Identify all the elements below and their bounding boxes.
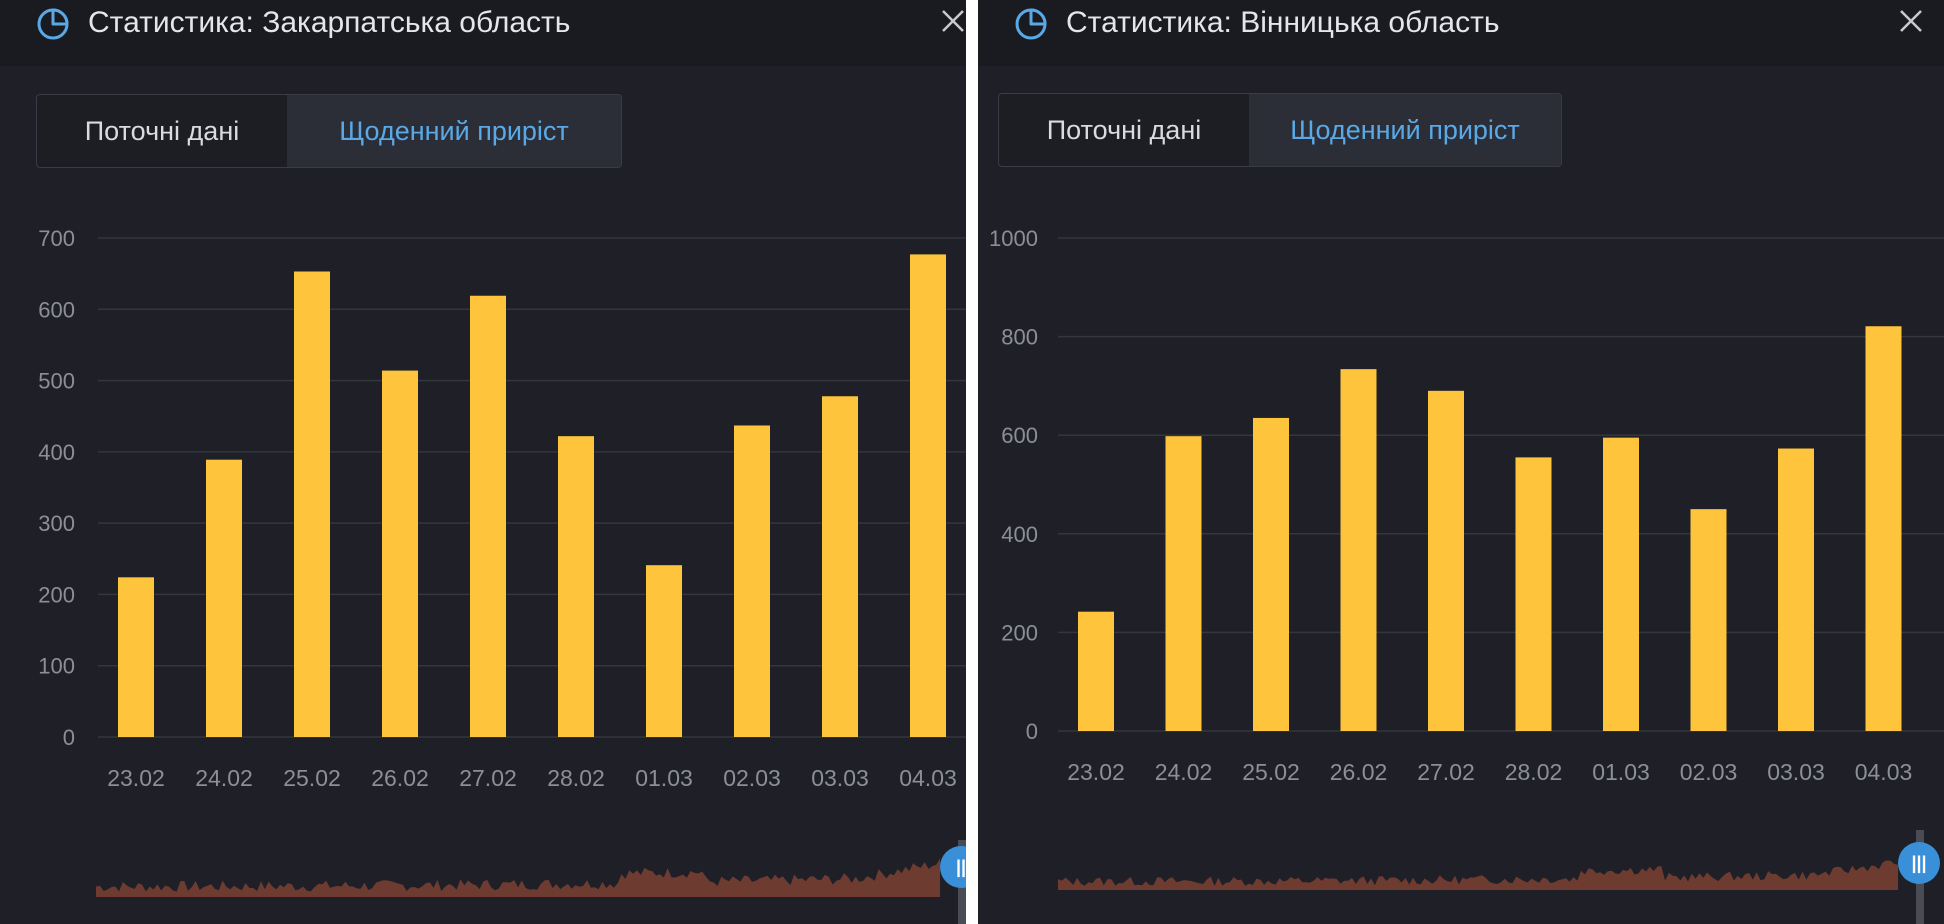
pie-chart-icon (37, 8, 69, 40)
navigator-overview-area[interactable] (96, 858, 940, 898)
bar[interactable] (1603, 437, 1639, 731)
bar[interactable] (558, 436, 594, 737)
tab-current-data[interactable]: Поточні дані (1046, 114, 1202, 145)
x-tick-label: 03.03 (1767, 759, 1825, 785)
close-icon[interactable] (1898, 8, 1924, 34)
y-tick-label: 0 (63, 725, 75, 750)
bar[interactable] (1078, 611, 1114, 731)
y-tick-label: 800 (1001, 325, 1038, 350)
panel-header: Статистика: Вінницька область (978, 0, 1944, 66)
stats-panel-zakarpattia: Статистика: Закарпатська область Поточні… (0, 0, 966, 924)
daily-increase-chart: 0 200 400 600 800 1000 23.02 24.02 25.02 26.02 27.… (989, 226, 1944, 891)
navigator-handle[interactable]: ||| (1898, 842, 1940, 884)
y-tick-label: 700 (38, 226, 75, 251)
bar[interactable] (1253, 417, 1289, 731)
bar[interactable] (382, 370, 418, 737)
tab-daily-increase[interactable]: Щоденний приріст (1249, 94, 1561, 166)
x-tick-label: 01.03 (1592, 759, 1650, 785)
x-tick-label: 02.03 (1680, 759, 1738, 785)
y-tick-label: 600 (38, 297, 75, 322)
bar[interactable] (1865, 326, 1902, 731)
y-tick-label: 300 (38, 511, 75, 536)
x-tick-label: 24.02 (195, 765, 253, 791)
x-tick-label: 28.02 (547, 765, 605, 791)
panel-title: Статистика: Вінницька область (1066, 6, 1500, 39)
bar[interactable] (1165, 436, 1202, 731)
x-tick-label: 27.02 (1417, 759, 1475, 785)
y-tick-label: 400 (38, 440, 75, 465)
bar[interactable] (118, 577, 154, 737)
y-tick-label: 400 (1001, 522, 1038, 547)
y-tick-label: 500 (38, 369, 75, 394)
bar[interactable] (646, 565, 682, 737)
bar[interactable] (206, 459, 242, 737)
tab-current-data[interactable]: Поточні дані (84, 115, 240, 146)
y-tick-label: 1000 (989, 226, 1038, 251)
y-tick-label: 200 (1001, 620, 1038, 645)
y-tick-label: 200 (38, 582, 75, 607)
panel-header: Статистика: Закарпатська область (0, 0, 966, 66)
x-tick-label: 04.03 (1855, 759, 1913, 785)
tab-daily-increase[interactable]: Щоденний приріст (287, 95, 621, 167)
navigator-handle[interactable]: || (940, 846, 966, 888)
bar[interactable] (470, 295, 506, 737)
bar[interactable] (734, 425, 770, 737)
x-tick-label: 01.03 (635, 765, 693, 791)
x-tick-label: 03.03 (811, 765, 869, 791)
bar[interactable] (822, 396, 858, 737)
x-tick-label: 27.02 (459, 765, 517, 791)
bar[interactable] (1690, 509, 1727, 731)
x-tick-label: 23.02 (1067, 759, 1125, 785)
x-tick-label: 02.03 (723, 765, 781, 791)
daily-increase-chart: 0 100 200 300 400 500 600 700 23.02 24.02 25.02 26.… (38, 226, 966, 898)
x-tick-label: 26.02 (1330, 759, 1388, 785)
x-tick-label: 25.02 (1242, 759, 1300, 785)
bar[interactable] (1340, 369, 1377, 731)
x-tick-label: 28.02 (1505, 759, 1563, 785)
y-tick-label: 100 (38, 654, 75, 679)
bar[interactable] (1778, 448, 1814, 731)
x-tick-label: 23.02 (107, 765, 165, 791)
panel-title: Статистика: Закарпатська область (88, 6, 571, 39)
y-tick-label: 0 (1026, 719, 1038, 744)
x-tick-label: 04.03 (899, 765, 957, 791)
navigator-overview-area[interactable] (1058, 860, 1898, 891)
y-tick-label: 600 (1001, 423, 1038, 448)
bar[interactable] (1428, 390, 1464, 731)
pie-chart-icon (1015, 8, 1047, 40)
close-icon[interactable] (940, 8, 966, 34)
tab-group: Поточні дані Щоденний приріст (998, 93, 1562, 167)
bar[interactable] (910, 254, 946, 737)
stats-panel-vinnytsia: Статистика: Вінницька область Поточні да… (978, 0, 1944, 924)
bar[interactable] (294, 271, 330, 737)
bar[interactable] (1515, 457, 1552, 731)
tab-group: Поточні дані Щоденний приріст (36, 94, 622, 168)
x-tick-label: 26.02 (371, 765, 429, 791)
x-tick-label: 25.02 (283, 765, 341, 791)
x-tick-label: 24.02 (1155, 759, 1213, 785)
